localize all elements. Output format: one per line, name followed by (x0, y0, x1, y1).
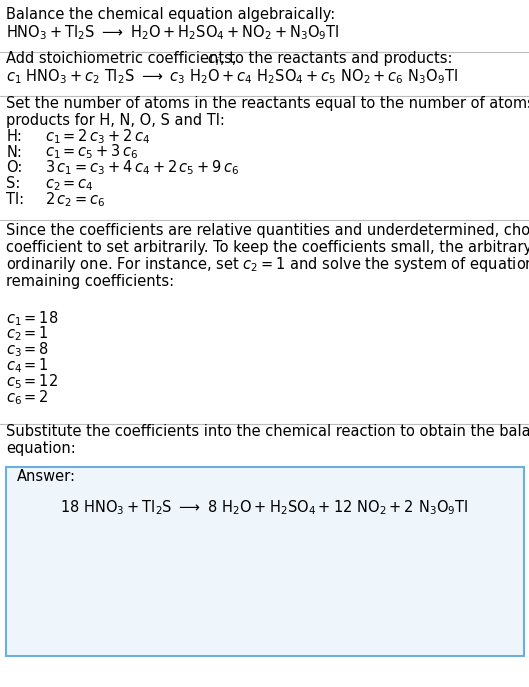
Text: ordinarily one. For instance, set $c_2 = 1$ and solve the system of equations fo: ordinarily one. For instance, set $c_2 =… (6, 256, 529, 274)
Text: $c_4 = 1$: $c_4 = 1$ (6, 357, 49, 375)
Text: Answer:: Answer: (17, 469, 76, 484)
Text: $c_1 = c_5 + 3\,c_6$: $c_1 = c_5 + 3\,c_6$ (45, 143, 139, 161)
Text: $c_1\ \mathrm{HNO_3} + c_2\ \mathrm{Tl_2S}\ \longrightarrow\ c_3\ \mathrm{H_2O} : $c_1\ \mathrm{HNO_3} + c_2\ \mathrm{Tl_2… (6, 67, 459, 86)
Text: $3\,c_1 = c_3 + 4\,c_4 + 2\,c_5 + 9\,c_6$: $3\,c_1 = c_3 + 4\,c_4 + 2\,c_5 + 9\,c_6… (45, 159, 240, 177)
Text: $c_2 = c_4$: $c_2 = c_4$ (45, 177, 94, 193)
Text: coefficient to set arbitrarily. To keep the coefficients small, the arbitrary va: coefficient to set arbitrarily. To keep … (6, 240, 529, 255)
Text: Add stoichiometric coefficients,: Add stoichiometric coefficients, (6, 52, 241, 66)
Text: S:: S: (6, 177, 21, 191)
Text: $c_1 = 2\,c_3 + 2\,c_4$: $c_1 = 2\,c_3 + 2\,c_4$ (45, 127, 150, 146)
Text: Balance the chemical equation algebraically:: Balance the chemical equation algebraica… (6, 8, 335, 22)
Text: N:: N: (6, 145, 22, 159)
Text: $18\ \mathrm{HNO_3} + \mathrm{Tl_2S}\ \longrightarrow\ 8\ \mathrm{H_2O} + \mathr: $18\ \mathrm{HNO_3} + \mathrm{Tl_2S}\ \l… (60, 498, 469, 517)
Text: $c_5 = 12$: $c_5 = 12$ (6, 372, 59, 391)
Text: $c_2 = 1$: $c_2 = 1$ (6, 325, 49, 344)
Text: equation:: equation: (6, 441, 76, 455)
Text: Tl:: Tl: (6, 192, 24, 207)
Text: H:: H: (6, 129, 22, 144)
Text: $2\,c_2 = c_6$: $2\,c_2 = c_6$ (45, 190, 105, 209)
Text: $c_1 = 18$: $c_1 = 18$ (6, 309, 59, 328)
Text: $\mathrm{HNO_3 + Tl_2S\ \longrightarrow\ H_2O + H_2SO_4 + NO_2 + N_3O_9Tl}$: $\mathrm{HNO_3 + Tl_2S\ \longrightarrow\… (6, 23, 340, 42)
Text: Since the coefficients are relative quantities and underdetermined, choose a: Since the coefficients are relative quan… (6, 223, 529, 238)
Text: $c_3 = 8$: $c_3 = 8$ (6, 341, 50, 359)
Text: $c_i$: $c_i$ (207, 52, 220, 68)
Text: remaining coefficients:: remaining coefficients: (6, 275, 175, 289)
Text: Set the number of atoms in the reactants equal to the number of atoms in the: Set the number of atoms in the reactants… (6, 96, 529, 111)
Text: $c_6 = 2$: $c_6 = 2$ (6, 388, 49, 407)
Text: Substitute the coefficients into the chemical reaction to obtain the balanced: Substitute the coefficients into the che… (6, 425, 529, 439)
Text: O:: O: (6, 161, 23, 175)
FancyBboxPatch shape (6, 467, 524, 656)
Text: , to the reactants and products:: , to the reactants and products: (220, 52, 453, 66)
Text: products for H, N, O, S and Tl:: products for H, N, O, S and Tl: (6, 113, 225, 128)
